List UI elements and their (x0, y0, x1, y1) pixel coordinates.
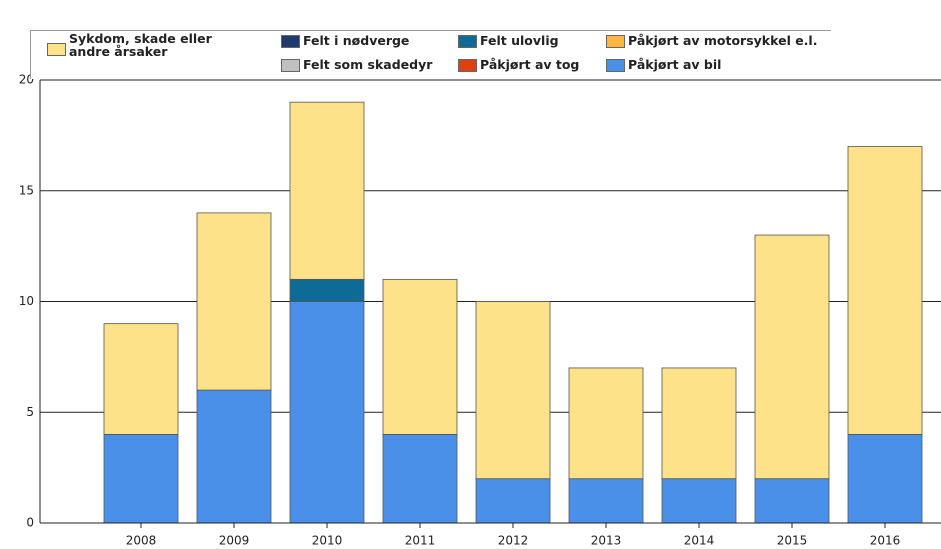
legend-swatch (47, 43, 66, 56)
legend-swatch (606, 59, 625, 72)
bar-segment (475, 478, 551, 524)
bar-segment (382, 278, 458, 435)
y-tick-label: 0 (26, 516, 34, 530)
x-tick-label: 2012 (498, 534, 529, 548)
x-tick-label: 2010 (312, 534, 343, 548)
legend-item: Felt som skadedyr (281, 57, 433, 72)
bar-segment (103, 433, 179, 524)
legend-label: Påkjørt av tog (480, 57, 580, 72)
x-tick-label: 2013 (591, 534, 622, 548)
x-tick-label: 2015 (777, 534, 808, 548)
legend-item: Felt ulovlig (458, 33, 559, 48)
bar-segment (754, 234, 830, 480)
legend: Påkjørt av bil Påkjørt av tog Påkjørt av m… (30, 30, 831, 79)
x-tick-label: 2011 (405, 534, 436, 548)
bar-segment (661, 367, 737, 480)
legend-label: Sykdom, skade eller andre årsaker (69, 31, 212, 59)
bar-segment (568, 478, 644, 524)
y-tick-label: 5 (26, 405, 34, 419)
legend-swatch (458, 35, 477, 48)
bar-segment (382, 433, 458, 524)
x-tick-label: 2008 (126, 534, 157, 548)
legend-swatch (458, 59, 477, 72)
x-tick-label: 2014 (684, 534, 715, 548)
legend-label: Felt i nødverge (303, 33, 410, 48)
bar-segment (289, 101, 365, 280)
x-tick-label: 2016 (870, 534, 901, 548)
bar-segment (196, 389, 272, 524)
bar-segment (754, 478, 830, 524)
legend-label: Felt som skadedyr (303, 57, 433, 72)
bar-segment (196, 212, 272, 391)
bar-segment (289, 301, 365, 524)
y-tick-label: 15 (19, 183, 34, 197)
legend-swatch (281, 35, 300, 48)
legend-label: Påkjørt av motorsykkel e.l. (628, 33, 818, 48)
legend-swatch (281, 59, 300, 72)
legend-item: Felt i nødverge (281, 33, 410, 48)
legend-item: Påkjørt av motorsykkel e.l. (606, 33, 818, 48)
bar-segment (475, 301, 551, 480)
bar-segment (103, 323, 179, 435)
legend-swatch (606, 35, 625, 48)
legend-item: Påkjørt av tog (458, 57, 580, 72)
legend-label: Felt ulovlig (480, 33, 559, 48)
y-tick-label: 10 (19, 294, 34, 308)
bar-segment (847, 146, 923, 435)
bar-segment (568, 367, 644, 480)
bar-segment (847, 433, 923, 524)
legend-label: Påkjørt av bil (628, 57, 722, 72)
bar-segment (289, 278, 365, 302)
legend-item: Påkjørt av bil (606, 57, 722, 72)
legend-item: Sykdom, skade eller andre årsaker (47, 31, 239, 59)
x-tick-label: 2009 (219, 534, 250, 548)
bar-segment (661, 478, 737, 524)
